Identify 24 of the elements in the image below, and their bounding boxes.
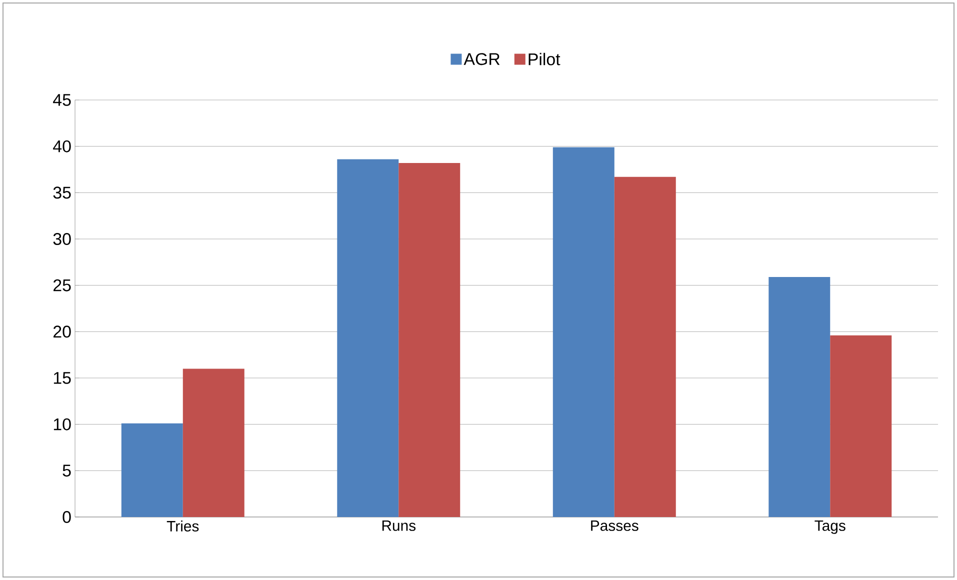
x-tick-label: Runs — [382, 520, 416, 531]
y-tick-label: 15 — [54, 372, 71, 384]
bar — [337, 159, 399, 517]
bar — [552, 147, 614, 517]
bar — [121, 423, 183, 517]
y-tick-label: 30 — [53, 232, 71, 245]
bar — [614, 176, 676, 517]
legend-label: Pilot — [528, 52, 560, 66]
x-tick-label: Passes — [591, 520, 638, 531]
y-tick-label: 10 — [54, 418, 71, 430]
x-tick-label: Tries — [166, 520, 199, 532]
bar — [398, 163, 460, 517]
y-tick-label: 40 — [53, 140, 71, 152]
bar — [830, 335, 892, 517]
x-tick-label: Tags — [814, 520, 846, 534]
y-tick-label: 0 — [62, 510, 71, 523]
y-tick-label: 5 — [62, 464, 71, 477]
y-tick-label: 35 — [53, 186, 71, 199]
legend-label: AGR — [464, 53, 500, 66]
bar — [768, 276, 830, 517]
y-tick-label: 45 — [53, 94, 71, 106]
bar — [182, 368, 244, 517]
y-tick-label: 25 — [54, 279, 71, 292]
y-tick-label: 20 — [54, 326, 71, 338]
